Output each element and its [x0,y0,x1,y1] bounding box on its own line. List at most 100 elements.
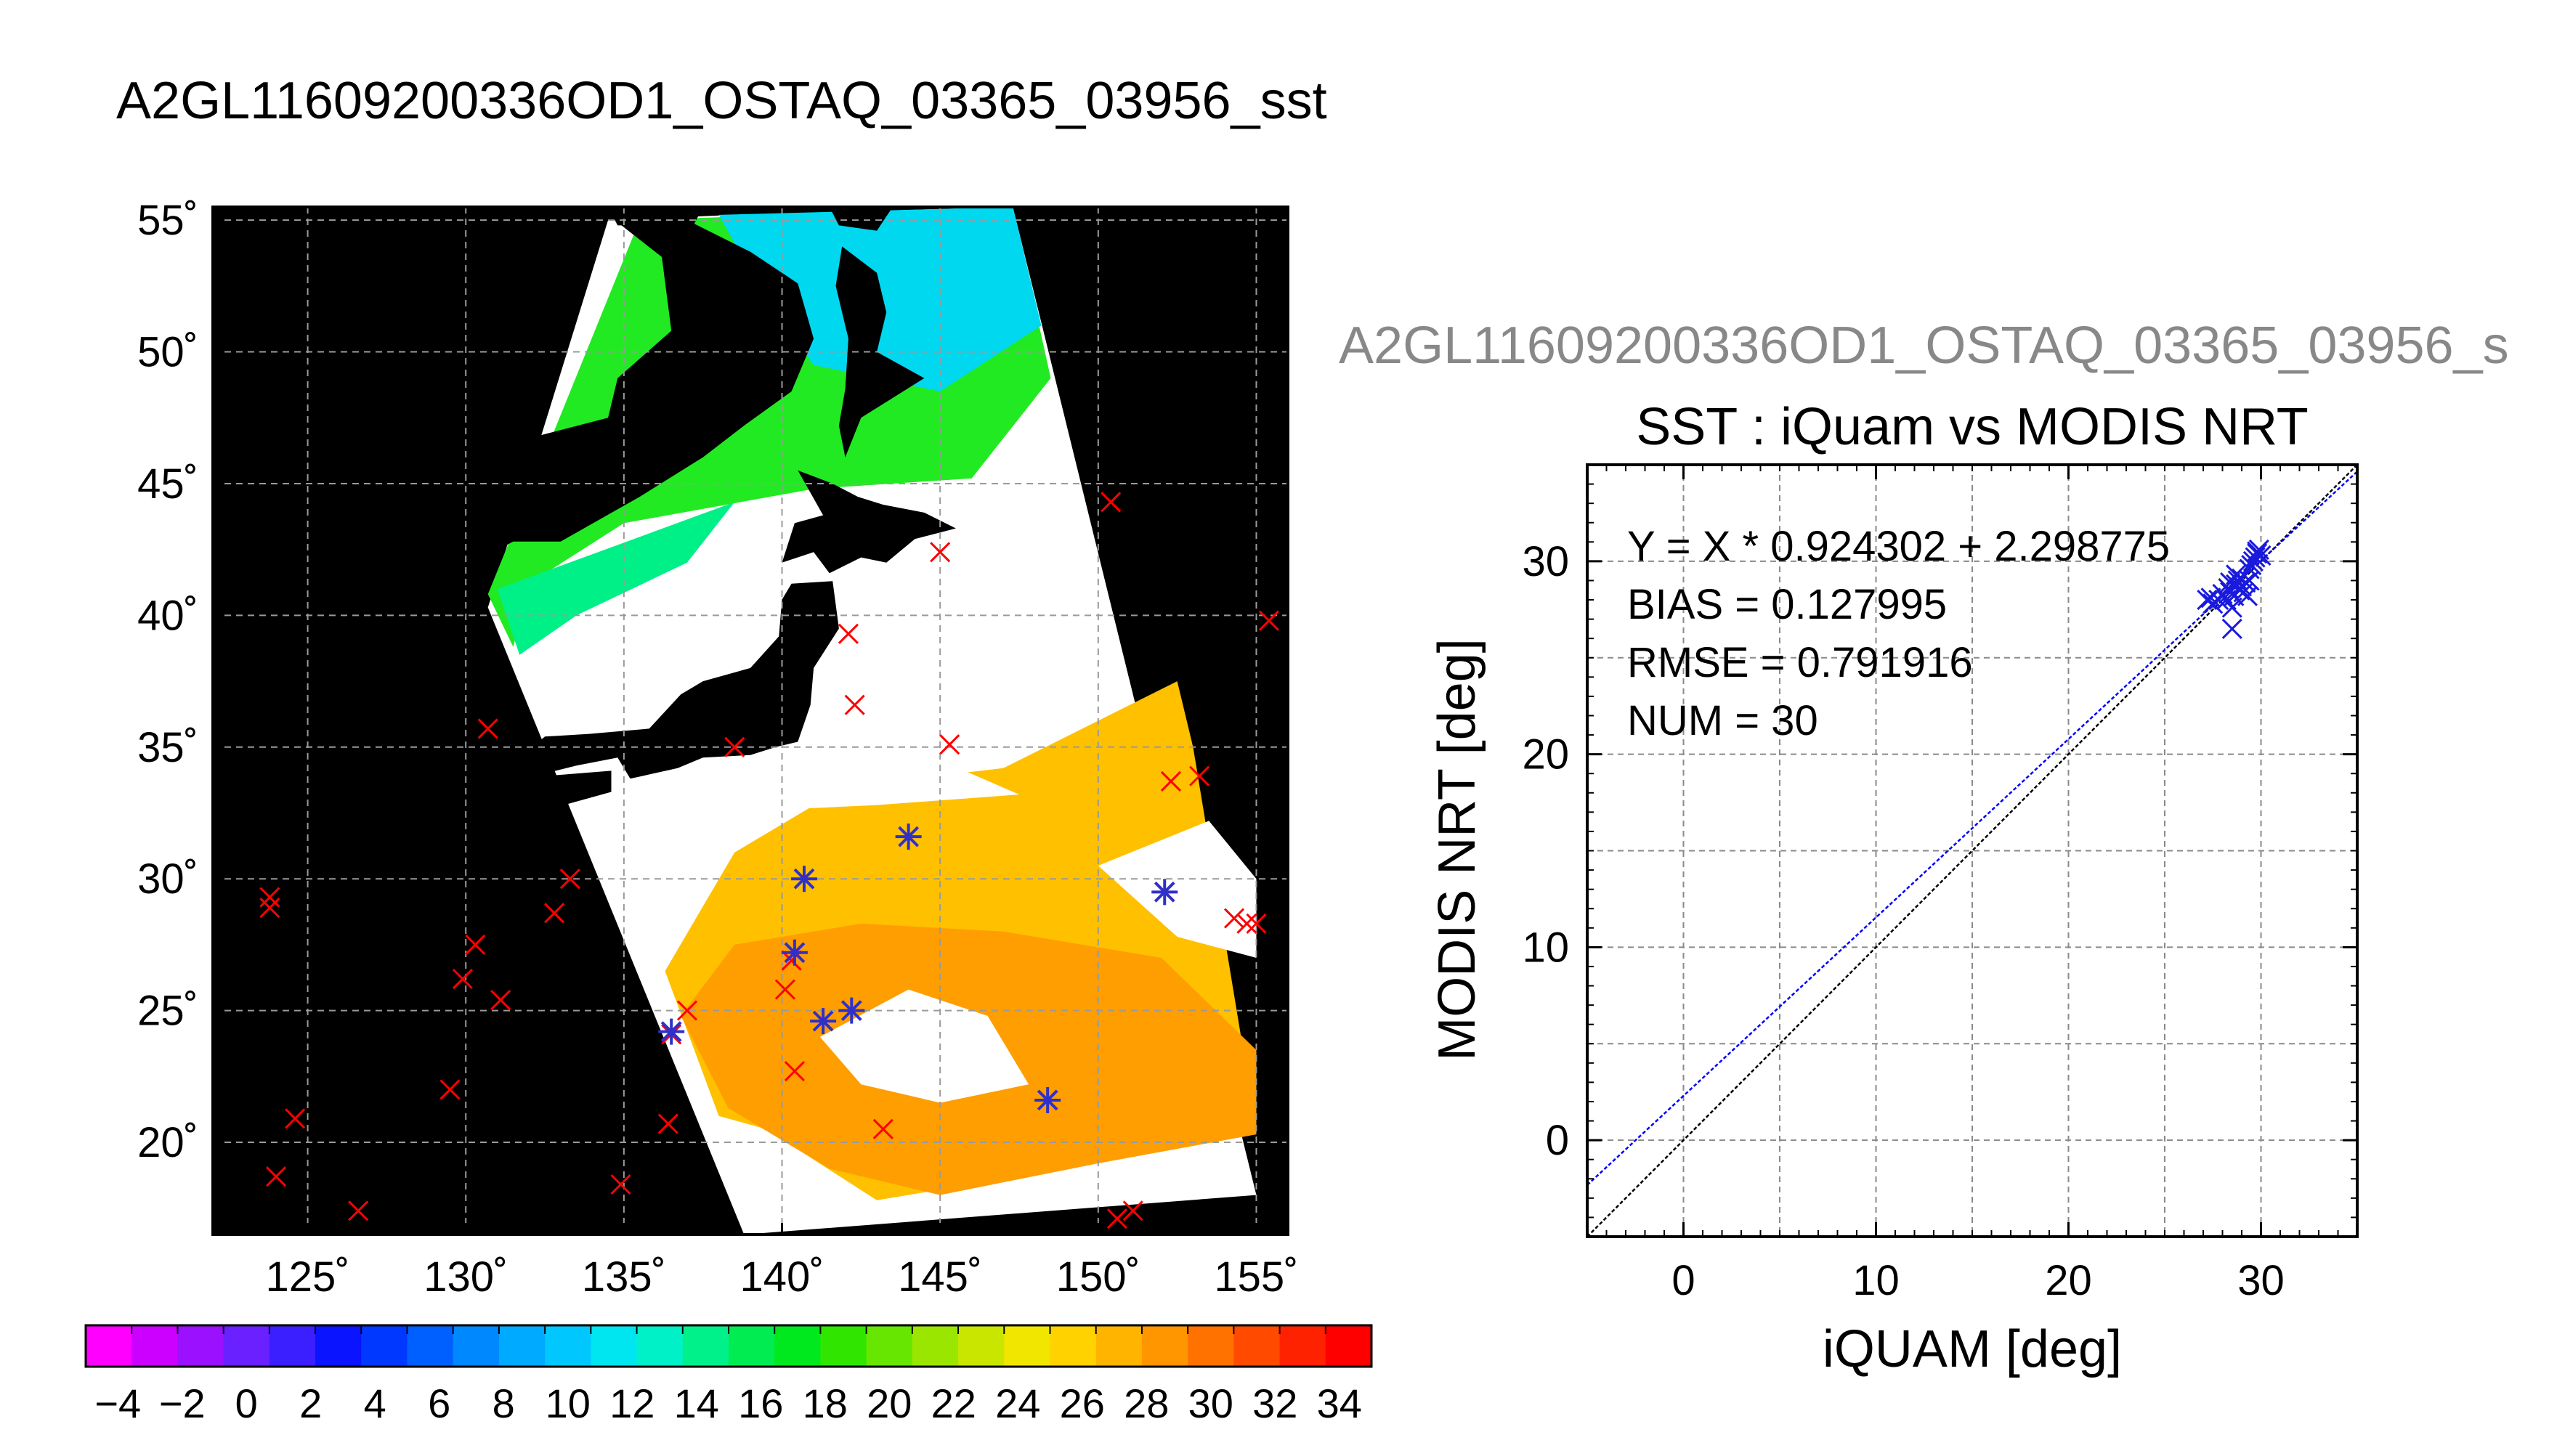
matchup-marker-stroke [784,942,806,964]
iquam-marker [259,898,280,919]
map-y-tick-label: 55˚ [137,197,198,244]
matchup-marker-stroke [812,1010,834,1032]
colorbar-tick-label: 30 [1188,1380,1233,1426]
colorbar-swatch [223,1325,270,1367]
iquam-marker [259,887,280,908]
map-y-tick-label: 40˚ [137,592,198,639]
iquam-marker-stroke [1258,610,1279,631]
land-mass [345,654,447,760]
colorbar-tick-label: 34 [1317,1380,1362,1426]
scatter-points [2197,539,2272,639]
matchup-marker-stroke [793,868,815,890]
scatter-stat-line: NUM = 30 [1627,697,1818,744]
colorbar-tick-label: 10 [546,1380,591,1426]
iquam-marker [490,990,511,1011]
matchup-marker [1034,1086,1061,1113]
iquam-marker [465,934,486,955]
iquam-marker [838,623,859,644]
scatter-point-stroke [2247,541,2268,562]
colorbar-swatch [1004,1325,1051,1367]
iquam-marker [930,542,951,563]
iquam-marker [1122,1200,1143,1221]
colorbar-swatch [1279,1325,1326,1367]
iquam-marker-stroke [724,736,745,757]
iquam-marker [724,736,745,757]
matchup-marker [1151,879,1178,906]
swath-layer [345,207,1257,1235]
colorbar-swatch [1141,1325,1188,1367]
iquam-marker-stroke [1223,908,1245,929]
matchup-marker [895,823,922,850]
iquam-marker-stroke [1160,770,1182,792]
iquam-marker-stroke [1189,765,1210,786]
scatter-point-stroke [2220,582,2241,603]
colorbar-tick-label: 2 [299,1380,322,1426]
iquam-marker-stroke [1122,1200,1143,1221]
colorbar-tick-label: 14 [674,1380,719,1426]
land-mass [829,207,893,231]
iquam-marker [1101,492,1122,513]
colorbar-frame [84,1324,1373,1368]
iquam-marker-stroke [348,1200,369,1221]
scatter-point-stroke [2247,543,2268,564]
iquam-marker [265,1166,287,1187]
page-title: A2GL11609200336OD1_OSTAQ_03365_03956_sst [116,72,1327,130]
iquam-marker-stroke [784,1060,806,1082]
scatter-title: SST : iQuam vs MODIS NRT [1636,398,2309,456]
matchup-marker [658,1018,685,1045]
iquam-marker-stroke [774,979,795,1000]
cloud-patch [819,989,1029,1103]
scatter-y-tick-label: 20 [1522,731,1569,778]
scatter-point [2208,589,2229,611]
colorbar-swatch [1188,1325,1234,1367]
sst-band-teal [497,502,735,655]
scatter-point-stroke [2208,589,2229,611]
scatter-point-stroke [2221,618,2242,639]
colorbar-swatch [958,1325,1005,1367]
iquam-marker-stroke [676,1000,698,1021]
iquam-marker [939,734,960,755]
land-mass [545,770,612,805]
cloud-patch [1098,821,1257,958]
iquam-marker-stroke [1101,492,1122,513]
scatter-gridlines [1587,465,2357,1237]
colorbar-swatch [1050,1325,1097,1367]
scatter-point [2247,543,2268,564]
iquam-marker [676,1000,698,1021]
matchup-marker [838,997,865,1024]
land-mass [608,207,703,226]
map-x-tick-label: 150˚ [1056,1253,1140,1301]
iquam-marker-stroke [844,694,865,715]
matchup-marker [791,866,817,892]
colorbar-swatch [407,1325,454,1367]
colorbar-swatch [774,1325,822,1367]
colorbar-swatch [269,1325,316,1367]
iquam-marker [784,1060,806,1082]
iquam-marker [774,979,795,1000]
colorbar-swatch [315,1325,362,1367]
iquam-marker-stroke [259,898,280,919]
iquam-marker [657,1113,678,1134]
iquam-marker [872,1118,893,1139]
colorbar-tick-label: 32 [1252,1380,1297,1426]
colorbar-swatch [820,1325,867,1367]
colorbar-swatch [636,1325,684,1367]
scatter-y-tick-label: 0 [1546,1117,1569,1164]
sst-map-panel: 125˚ 130˚ 135˚ 140˚ 145˚ 150˚ 155˚ 20˚ 25˚ 30˚ 35… [137,197,1298,1301]
colorbar-tick-label: 22 [931,1380,976,1426]
colorbar-swatch [498,1325,546,1367]
map-x-tick-label: 125˚ [266,1253,350,1301]
scatter-stat-line: BIAS = 0.127995 [1627,581,1947,628]
iquam-marker-stroke [465,934,486,955]
iquam-marker [1246,913,1267,934]
colorbar-swatch [912,1325,959,1367]
iquam-marker-stroke [1236,913,1257,934]
colorbar-tick-label: 24 [995,1380,1040,1426]
map-y-tick-label: 35˚ [137,724,198,771]
colorbar-tick-label: −2 [159,1380,206,1426]
colorbar-tick-label: 4 [364,1380,386,1426]
land-mass [835,246,925,457]
colorbar-tick-label: 28 [1124,1380,1169,1426]
scatter-stats: Y = X * 0.924302 + 2.298775 BIAS = 0.1279… [1627,523,2170,744]
